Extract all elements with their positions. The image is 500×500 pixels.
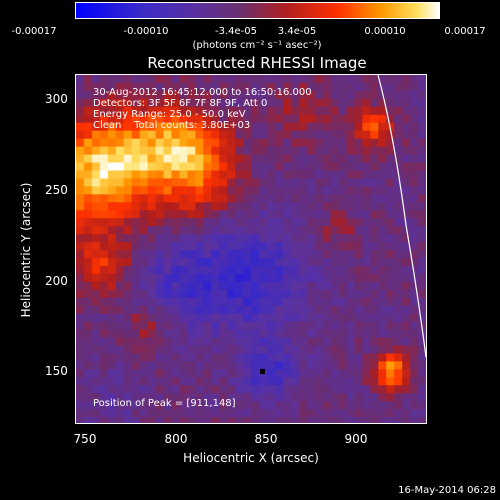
y-tick-label: 200 bbox=[45, 274, 68, 288]
x-tick-label: 900 bbox=[344, 432, 368, 446]
colorbar-unit-label: (photons cm⁻² s⁻¹ asec⁻²) bbox=[192, 40, 322, 51]
colorbar bbox=[75, 2, 440, 19]
peak-marker bbox=[260, 369, 265, 374]
x-tick-label: 850 bbox=[254, 432, 278, 446]
annotation-clean: Clean Total counts: 3.80E+03 bbox=[93, 120, 251, 131]
colorbar-tick: 0.00010 bbox=[364, 26, 406, 37]
x-tick-label: 800 bbox=[164, 432, 188, 446]
colorbar-tick: -0.00010 bbox=[123, 26, 169, 37]
annotation-time: 30-Aug-2012 16:45:12.000 to 16:50:16.000 bbox=[93, 87, 312, 98]
colorbar-tick: -3.4e-05 bbox=[215, 26, 257, 37]
colorbar-tick: 0.00017 bbox=[444, 26, 486, 37]
annotation-energy: Energy Range: 25.0 - 50.0 keV bbox=[93, 109, 246, 120]
limb-overlay bbox=[260, 75, 426, 374]
peak-position-label: Position of Peak = [911,148] bbox=[93, 398, 236, 409]
solar-limb-line bbox=[377, 75, 426, 358]
plot-area: 30-Aug-2012 16:45:12.000 to 16:50:16.000… bbox=[75, 74, 427, 424]
y-axis-label: Heliocentric Y (arcsec) bbox=[19, 182, 33, 318]
chart-title: Reconstructed RHESSI Image bbox=[147, 54, 367, 72]
y-tick-label: 250 bbox=[45, 183, 68, 197]
y-tick-label: 150 bbox=[45, 364, 68, 378]
annotation-detectors: Detectors: 3F 5F 6F 7F 8F 9F, Att 0 bbox=[93, 98, 268, 109]
render-date: 16-May-2014 06:28 bbox=[398, 485, 496, 496]
x-tick-label: 750 bbox=[73, 432, 97, 446]
colorbar-tick: -0.00017 bbox=[11, 26, 57, 37]
colorbar-tick: 3.4e-05 bbox=[277, 26, 317, 37]
heatmap-image bbox=[76, 75, 426, 423]
y-tick-label: 300 bbox=[45, 92, 68, 106]
x-axis-label: Heliocentric X (arcsec) bbox=[183, 451, 319, 465]
